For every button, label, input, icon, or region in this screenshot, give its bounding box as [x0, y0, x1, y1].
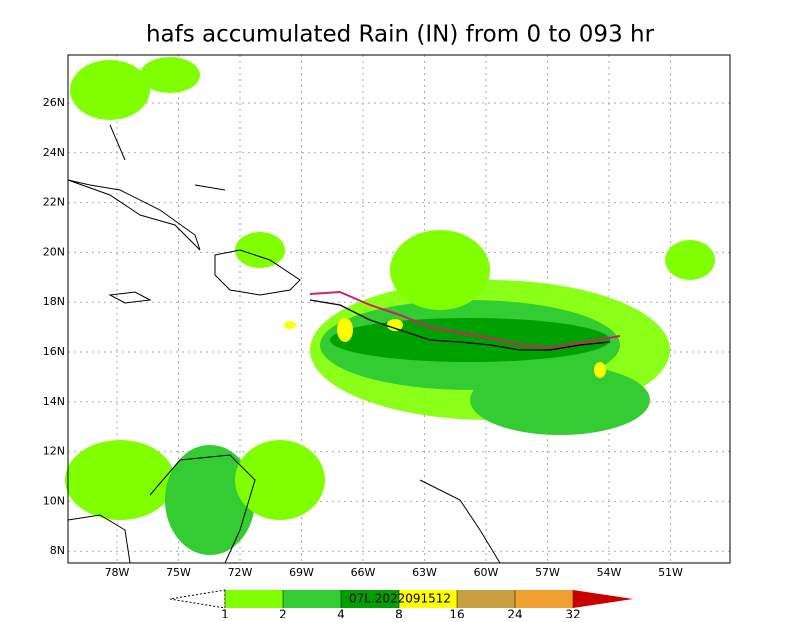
colorbar-bin — [515, 590, 573, 608]
lat-label: 16N — [43, 345, 65, 358]
lon-label: 69W — [289, 566, 314, 579]
colorbar-bin — [283, 590, 341, 608]
colorbar-label: 16 — [449, 608, 464, 619]
colorbar-low — [169, 589, 226, 609]
lat-label: 12N — [43, 445, 65, 458]
colorbar: 1 2 4 8 16 24 32 — [169, 589, 633, 622]
colorbar-label: 2 — [279, 608, 287, 619]
colorbar-high — [573, 590, 633, 608]
lon-label: 66W — [351, 566, 376, 579]
lat-label: 18N — [43, 295, 65, 308]
coastlines — [67, 124, 501, 564]
lon-label: 51W — [658, 566, 683, 579]
lat-label: 24N — [43, 146, 65, 159]
colorbar-bin — [225, 590, 283, 608]
axis-labels: 26N 24N 22N 20N 18N 16N 14N 12N 10N 8N 78W 75W 72W 69… — [43, 96, 683, 579]
colorbar-bin — [399, 590, 457, 608]
colorbar-label: 32 — [565, 608, 580, 619]
lon-label: 57W — [535, 566, 560, 579]
storm-track — [309, 290, 621, 351]
colorbar-bin — [457, 590, 515, 608]
lon-label: 75W — [166, 566, 191, 579]
colorbar-bin — [341, 590, 399, 608]
colorbar-label: 4 — [337, 608, 345, 619]
title: hafs accumulated Rain (IN) from 0 to 093… — [146, 22, 655, 48]
map-frame — [67, 54, 731, 564]
storm-label: 07L.2022091512 — [349, 592, 451, 606]
lat-label: 10N — [43, 494, 65, 507]
map — [65, 54, 731, 564]
lat-label: 22N — [43, 196, 65, 209]
lat-label: 8N — [50, 544, 65, 557]
lon-label: 54W — [597, 566, 622, 579]
lon-label: 78W — [105, 566, 130, 579]
lon-label: 72W — [228, 566, 253, 579]
lat-label: 26N — [43, 96, 65, 109]
lon-label: 63W — [412, 566, 437, 579]
colorbar-label: 1 — [221, 608, 229, 619]
lon-label: 60W — [474, 566, 499, 579]
lat-label: 14N — [43, 395, 65, 408]
colorbar-label: 24 — [507, 608, 522, 619]
lat-label: 20N — [43, 245, 65, 258]
colorbar-label: 8 — [395, 608, 403, 619]
